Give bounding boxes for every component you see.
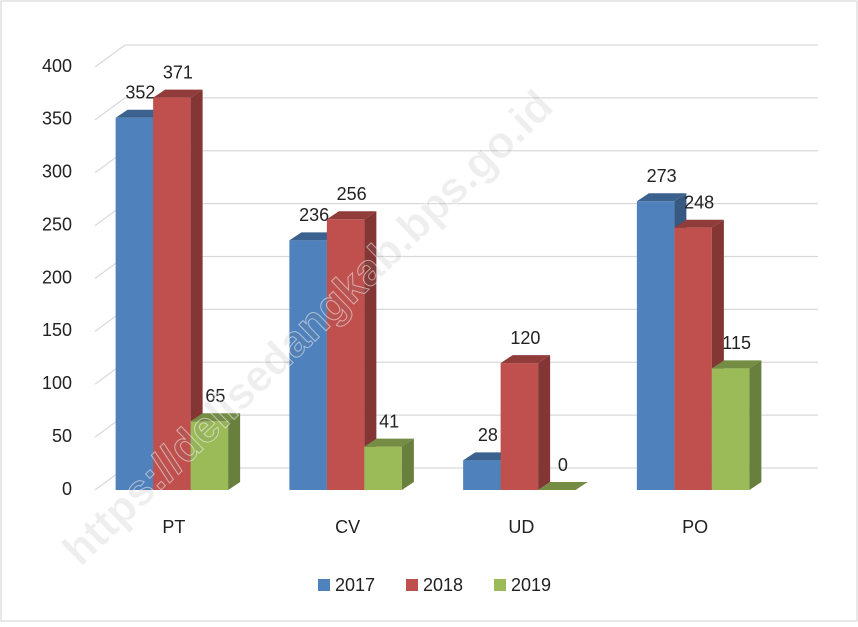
bar-top bbox=[115, 109, 166, 118]
grid-line bbox=[94, 97, 126, 121]
data-label: 28 bbox=[478, 425, 498, 445]
data-label: 41 bbox=[379, 411, 399, 431]
y-tick-label: 150 bbox=[42, 320, 72, 340]
bar-top bbox=[674, 219, 724, 228]
bar-top bbox=[326, 211, 377, 220]
bar-front bbox=[711, 368, 750, 490]
bar-top bbox=[636, 193, 687, 202]
x-tick-label: PT bbox=[162, 517, 185, 537]
bar-top bbox=[190, 413, 241, 422]
legend-swatch bbox=[406, 579, 418, 591]
legend-swatch bbox=[318, 579, 330, 591]
bar-top bbox=[153, 89, 203, 98]
bar-side bbox=[190, 89, 203, 490]
bar-top bbox=[364, 438, 414, 447]
bar-front bbox=[500, 363, 539, 490]
bar-front bbox=[364, 446, 402, 490]
bar-side bbox=[538, 355, 551, 490]
bar-side bbox=[228, 413, 241, 490]
y-tick-label: 100 bbox=[42, 373, 72, 393]
bar-top bbox=[463, 452, 513, 461]
bar-front bbox=[190, 421, 229, 490]
legend-label: 2018 bbox=[423, 575, 463, 595]
y-tick-label: 50 bbox=[52, 426, 72, 446]
x-tick-label: CV bbox=[335, 517, 360, 537]
data-label: 0 bbox=[558, 455, 568, 475]
bar-front bbox=[289, 240, 327, 490]
data-label: 65 bbox=[205, 386, 225, 406]
bar-side bbox=[401, 438, 414, 490]
bar-side bbox=[364, 211, 377, 490]
bar-top bbox=[711, 360, 762, 369]
y-tick-label: 250 bbox=[42, 214, 72, 234]
y-tick-label: 350 bbox=[42, 109, 72, 129]
data-label: 248 bbox=[684, 192, 714, 212]
data-label: 120 bbox=[510, 328, 540, 348]
data-label: 371 bbox=[163, 62, 193, 82]
y-tick-label: 300 bbox=[42, 162, 72, 182]
y-tick-label: 400 bbox=[42, 56, 72, 76]
data-label: 273 bbox=[647, 166, 677, 186]
bar-top bbox=[289, 232, 339, 241]
data-label: 236 bbox=[299, 205, 329, 225]
legend-label: 2017 bbox=[335, 575, 375, 595]
bar-top bbox=[538, 482, 588, 490]
bar-front bbox=[636, 201, 675, 491]
y-tick-label: 200 bbox=[42, 267, 72, 287]
bar-front bbox=[674, 227, 712, 491]
legend-label: 2019 bbox=[511, 575, 551, 595]
y-tick-label: 0 bbox=[62, 479, 72, 499]
data-label: 256 bbox=[337, 184, 367, 204]
bar-front bbox=[153, 97, 191, 490]
bar-front bbox=[115, 117, 154, 490]
bar-front bbox=[463, 460, 501, 490]
bar-side bbox=[749, 360, 762, 490]
legend-swatch bbox=[494, 579, 506, 591]
bar-top bbox=[500, 355, 551, 364]
data-label: 115 bbox=[722, 333, 751, 353]
grid-line bbox=[94, 44, 126, 68]
bar-front bbox=[326, 219, 365, 490]
data-label: 352 bbox=[125, 83, 155, 103]
x-tick-label: UD bbox=[508, 517, 534, 537]
x-tick-label: PO bbox=[682, 517, 708, 537]
